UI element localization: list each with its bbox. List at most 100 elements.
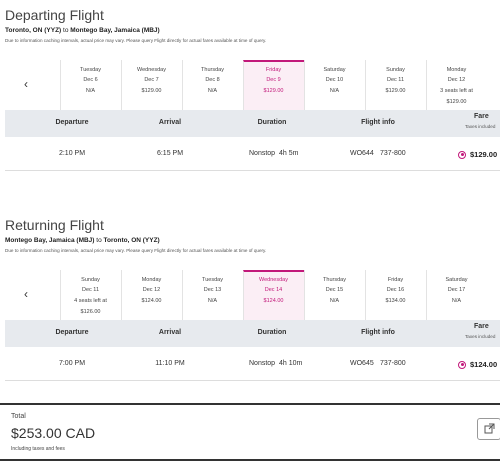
header-arrival: Arrival	[158, 119, 182, 126]
header-duration: Duration	[257, 329, 287, 336]
date-day: Sunday	[386, 67, 405, 73]
section-title: Departing Flight	[5, 7, 104, 23]
row-arrival: 11:10 PM	[155, 360, 185, 367]
date-date: Dec 15	[325, 287, 344, 293]
route-to: Toronto, ON (YYZ)	[103, 237, 160, 244]
date-cell[interactable]	[304, 270, 365, 320]
table-header	[5, 320, 500, 347]
date-cell[interactable]	[121, 60, 182, 110]
date-day: Tuesday	[80, 67, 101, 73]
prev-arrow[interactable]: ‹	[24, 287, 28, 301]
date-day: Sunday	[81, 277, 100, 283]
date-price: N/A	[329, 88, 340, 94]
date-cell[interactable]	[365, 60, 426, 110]
date-price: $129.00	[263, 88, 284, 94]
prev-arrow[interactable]: ‹	[24, 77, 28, 91]
row-aircraft: 737-800	[380, 150, 406, 157]
fare-radio-dot	[460, 363, 464, 366]
date-date: Dec 9	[266, 77, 281, 83]
route: Toronto, ON (YYZ) to Montego Bay, Jamaic…	[5, 27, 160, 34]
date-cell[interactable]	[304, 60, 365, 110]
row-departure: 2:10 PM	[58, 150, 86, 157]
section-title: Returning Flight	[5, 217, 104, 233]
date-day: Friday	[387, 277, 404, 283]
table-header	[5, 110, 500, 137]
external-link-button[interactable]	[477, 418, 500, 440]
row-flight: WO644	[350, 150, 374, 157]
row-stops: Nonstop	[249, 150, 276, 157]
date-price: $124.00	[141, 298, 162, 304]
date-date: Dec 10	[325, 77, 344, 83]
date-date: Dec 14	[264, 287, 283, 293]
date-cell[interactable]	[243, 270, 304, 320]
date-note: 3 seats left at	[440, 88, 473, 94]
date-day: Saturday	[445, 277, 468, 283]
row-stops: Nonstop	[249, 360, 276, 367]
date-day: Wednesday	[137, 67, 166, 73]
total-label: Total	[11, 413, 26, 420]
date-date: Dec 8	[205, 77, 220, 83]
route-to: Montego Bay, Jamaica (MBJ)	[70, 27, 160, 34]
header-flight: Flight info	[361, 119, 395, 126]
row-duration: 4h 10m	[279, 360, 303, 367]
disclaimer: Due to information caching intervals, ac…	[5, 248, 267, 253]
date-date: Dec 12	[447, 77, 466, 83]
route: Montego Bay, Jamaica (MBJ) to Toronto, O…	[5, 237, 160, 244]
row-fare: $124.00	[470, 360, 498, 369]
date-date: Dec 11	[386, 77, 405, 83]
date-price: N/A	[85, 88, 96, 94]
date-price: N/A	[207, 298, 218, 304]
fare-radio[interactable]	[458, 360, 466, 369]
date-day: Tuesday	[202, 277, 223, 283]
date-date: Dec 12	[142, 287, 161, 293]
header-departure: Departure	[55, 119, 89, 126]
date-price: $129.00	[385, 88, 406, 94]
header-duration: Duration	[257, 119, 287, 126]
row-arrival: 6:15 PM	[156, 150, 184, 157]
fare-radio[interactable]	[458, 150, 466, 159]
row-flight: WO645	[350, 360, 374, 367]
fare-radio-dot	[460, 153, 464, 156]
date-note: 4 seats left at	[74, 298, 107, 304]
date-cell[interactable]	[121, 270, 182, 320]
footer-rule	[0, 403, 500, 405]
date-cell[interactable]	[426, 60, 487, 110]
date-day: Monday	[141, 277, 162, 283]
date-cell[interactable]	[60, 60, 121, 110]
header-fare: Fare	[474, 113, 489, 120]
date-price: $129.00	[446, 99, 467, 105]
date-day: Friday	[265, 67, 282, 73]
date-date: Dec 6	[83, 77, 98, 83]
row-duration: 4h 5m	[279, 150, 299, 157]
footer-rule	[0, 459, 500, 461]
date-price: $129.00	[141, 88, 162, 94]
date-price: N/A	[207, 88, 218, 94]
row-border	[5, 380, 500, 381]
date-date: Dec 17	[447, 287, 466, 293]
row-departure: 7:00 PM	[58, 360, 86, 367]
date-price: $124.00	[263, 298, 284, 304]
total-note: Including taxes and fees	[11, 446, 65, 452]
row-aircraft: 737-800	[380, 360, 406, 367]
external-link-icon	[484, 423, 495, 434]
disclaimer: Due to information caching intervals, ac…	[5, 38, 267, 43]
row-fare: $129.00	[470, 150, 498, 159]
date-cell[interactable]	[243, 60, 304, 110]
header-arrival: Arrival	[158, 329, 182, 336]
date-day: Thursday	[201, 67, 224, 73]
date-cell[interactable]	[182, 60, 243, 110]
date-cell[interactable]	[182, 270, 243, 320]
route-from: Toronto, ON (YYZ)	[5, 27, 62, 34]
date-cell[interactable]	[365, 270, 426, 320]
date-cell[interactable]	[60, 270, 121, 320]
row-border	[5, 170, 500, 171]
date-day: Monday	[446, 67, 467, 73]
route-connector: to	[96, 237, 102, 244]
date-price: $134.00	[385, 298, 406, 304]
total-amount: $253.00 CAD	[11, 425, 96, 441]
header-fare-note: Taxes included	[465, 334, 496, 339]
date-cell[interactable]	[426, 270, 487, 320]
date-price: $126.00	[80, 309, 101, 315]
date-day: Thursday	[323, 277, 346, 283]
